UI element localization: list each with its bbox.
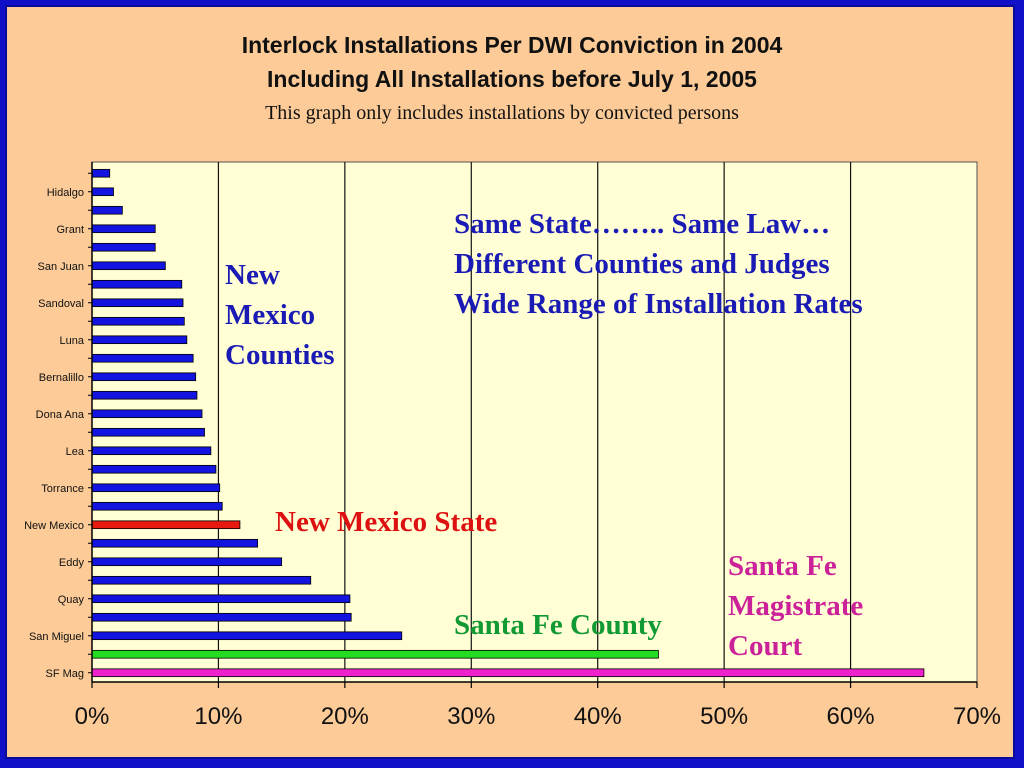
annotation-line: Different Counties and Judges <box>454 248 830 280</box>
annotation-line: New Mexico State <box>275 506 498 538</box>
x-tick-label: 70% <box>953 703 1001 730</box>
y-tick-label: Quay <box>58 594 85 606</box>
bar <box>91 557 283 567</box>
y-tick-label: San Miguel <box>29 631 84 643</box>
bar <box>91 575 312 585</box>
bar <box>91 631 403 641</box>
bar <box>91 483 221 493</box>
y-tick-label: Sandoval <box>38 298 84 310</box>
x-tick-label: 30% <box>447 703 495 730</box>
y-tick-label: Bernalillo <box>39 372 84 384</box>
annotation-nm-state: New Mexico State <box>275 502 497 542</box>
annotation-line: Magistrate <box>728 590 864 622</box>
bar <box>91 409 203 419</box>
bar <box>91 168 111 178</box>
bar <box>91 520 241 530</box>
bar <box>91 668 925 678</box>
x-tick-label: 60% <box>827 703 875 730</box>
annotation-line: Santa Fe County <box>454 609 662 641</box>
y-tick-label: SF Mag <box>45 668 84 680</box>
bar <box>91 649 659 659</box>
bar <box>91 427 205 437</box>
bar <box>91 242 156 252</box>
y-tick-label: Eddy <box>59 557 85 569</box>
bar <box>91 316 185 326</box>
bar <box>91 594 351 604</box>
y-tick-label: San Juan <box>38 261 84 273</box>
bar <box>91 353 194 363</box>
bar <box>91 538 259 548</box>
bar <box>91 446 212 456</box>
annotation-line: New <box>225 259 280 291</box>
bar <box>91 612 352 622</box>
annotation-nm-counties: New Mexico Counties <box>225 255 335 375</box>
bar <box>91 279 183 289</box>
y-tick-label: New Mexico <box>24 520 84 532</box>
x-tick-label: 0% <box>75 703 110 730</box>
y-tick-label: Torrance <box>41 483 84 495</box>
bar <box>91 372 197 382</box>
x-tick-label: 40% <box>574 703 622 730</box>
bar <box>91 464 217 474</box>
y-tick-label: Luna <box>60 335 85 347</box>
y-tick-label: Grant <box>56 224 84 236</box>
annotation-line: Mexico <box>225 299 316 331</box>
annotation-line: Same State…….. Same Law… <box>454 208 831 240</box>
annotation-magistrate-court: Santa Fe Magistrate Court <box>728 546 863 666</box>
y-tick-label: Lea <box>66 446 85 458</box>
chart-title-line2: Including All Installations before July … <box>267 66 757 92</box>
x-tick-label: 50% <box>700 703 748 730</box>
y-tick-label: Hidalgo <box>47 187 84 199</box>
bar <box>91 261 166 271</box>
x-tick-label: 20% <box>321 703 369 730</box>
bar <box>91 224 156 234</box>
bar <box>91 501 223 511</box>
bar <box>91 390 198 400</box>
annotation-line: Santa Fe <box>728 550 837 582</box>
annotation-santa-fe-county: Santa Fe County <box>454 605 662 645</box>
bar <box>91 298 184 308</box>
annotation-same-state: Same State…….. Same Law… Different Count… <box>454 204 863 324</box>
chart-subtitle: This graph only includes installations b… <box>265 102 739 124</box>
x-tick-label: 10% <box>194 703 242 730</box>
y-tick-label: Dona Ana <box>36 409 85 421</box>
bar <box>91 205 123 215</box>
bar <box>91 335 188 345</box>
bar <box>91 187 114 197</box>
annotation-line: Wide Range of Installation Rates <box>454 288 863 320</box>
annotation-line: Counties <box>225 339 335 371</box>
annotation-line: Court <box>728 630 803 662</box>
chart-title: Interlock Installations Per DWI Convicti… <box>241 32 783 58</box>
